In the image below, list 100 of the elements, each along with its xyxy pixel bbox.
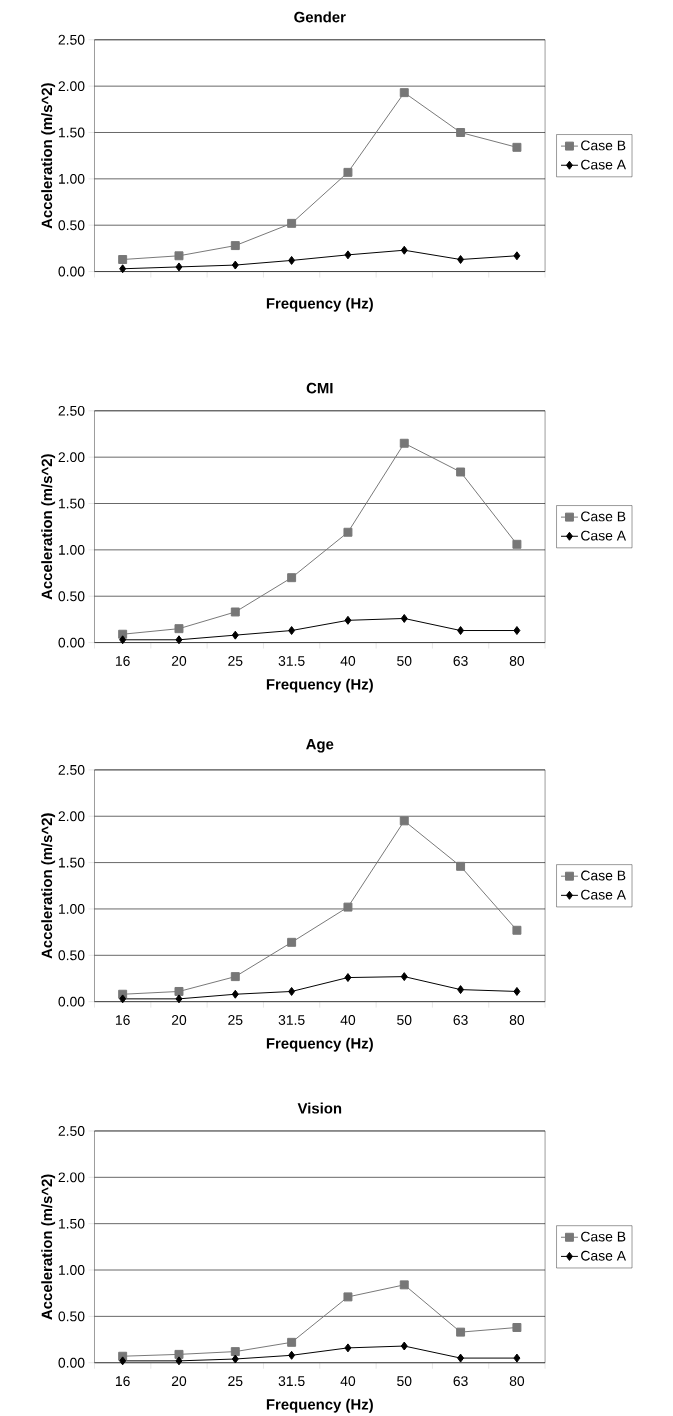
point xyxy=(456,626,464,635)
point xyxy=(117,255,127,264)
point xyxy=(455,861,465,871)
point xyxy=(174,986,184,996)
legend-label: Case A xyxy=(580,1250,626,1261)
x-tick-label: 20 xyxy=(171,1376,186,1387)
point xyxy=(343,902,353,912)
chart-title: Vision xyxy=(297,1102,341,1114)
legend-label: Case B xyxy=(580,1231,626,1242)
chart-title: CMI xyxy=(306,382,333,394)
point xyxy=(174,624,184,634)
point xyxy=(344,250,352,260)
point xyxy=(174,251,184,261)
point xyxy=(400,1341,408,1351)
point xyxy=(230,1347,240,1357)
point xyxy=(512,142,522,152)
point xyxy=(287,626,295,635)
x-tick-label: 50 xyxy=(396,1376,412,1387)
x-axis-title: Frequency (Hz) xyxy=(266,1398,373,1413)
point xyxy=(400,245,408,255)
y-tick-label: 2.00 xyxy=(58,81,85,92)
point xyxy=(400,613,408,623)
y-axis-title: Acceleration (m/s^2) xyxy=(41,1174,55,1320)
y-tick-label: 1.00 xyxy=(58,1265,85,1275)
x-tick-label: 40 xyxy=(340,1015,355,1025)
x-tick-label: 80 xyxy=(509,656,524,666)
x-axis-title: Frequency (Hz) xyxy=(266,678,373,693)
point xyxy=(118,635,126,645)
legend-label: Case A xyxy=(580,159,626,170)
point xyxy=(399,1280,409,1290)
legend-label: Case B xyxy=(580,511,626,522)
legend-label: Case A xyxy=(580,889,626,900)
point xyxy=(118,994,126,1004)
chart-title: Gender xyxy=(294,11,346,23)
x-tick-label: 20 xyxy=(171,656,186,666)
y-tick-label: 1.50 xyxy=(58,857,85,868)
chart-title: Age xyxy=(305,739,334,753)
y-tick-label: 0.50 xyxy=(58,591,85,602)
y-tick-label: 0.00 xyxy=(58,266,85,277)
x-axis-title: Frequency (Hz) xyxy=(266,297,373,312)
y-tick-label: 0.50 xyxy=(58,1311,85,1322)
point xyxy=(455,1327,465,1337)
x-tick-label: 16 xyxy=(115,656,130,666)
point xyxy=(230,972,240,982)
point xyxy=(513,986,521,996)
point xyxy=(231,989,239,999)
point xyxy=(400,972,408,982)
y-tick-label: 2.50 xyxy=(58,1126,85,1136)
point xyxy=(343,527,353,537)
x-tick-label: 40 xyxy=(340,656,355,666)
point xyxy=(513,251,521,261)
legend-label: Case A xyxy=(580,530,626,541)
point xyxy=(231,630,239,640)
y-tick-label: 0.00 xyxy=(58,637,85,648)
point xyxy=(512,925,522,935)
point xyxy=(175,1356,183,1366)
y-tick-label: 1.50 xyxy=(58,1218,85,1229)
y-tick-label: 2.50 xyxy=(58,34,85,45)
point xyxy=(286,1337,296,1347)
y-tick-label: 2.00 xyxy=(58,452,85,463)
point xyxy=(230,607,240,617)
x-tick-label: 80 xyxy=(509,1376,524,1387)
point xyxy=(175,994,183,1004)
point xyxy=(456,985,464,995)
x-tick-label: 16 xyxy=(115,1015,130,1025)
x-tick-label: 25 xyxy=(228,1376,243,1387)
x-tick-label: 40 xyxy=(340,1376,355,1387)
y-tick-label: 0.00 xyxy=(58,996,85,1007)
point xyxy=(344,1343,352,1353)
x-tick-label: 25 xyxy=(228,656,243,666)
x-tick-label: 31.5 xyxy=(278,656,305,666)
y-tick-label: 0.50 xyxy=(58,950,85,961)
y-tick-label: 1.00 xyxy=(58,904,85,914)
y-axis-title: Acceleration (m/s^2) xyxy=(41,454,55,600)
x-tick-label: 63 xyxy=(453,1015,468,1025)
point xyxy=(513,1353,521,1363)
point xyxy=(231,1354,239,1364)
point xyxy=(175,262,183,272)
point xyxy=(513,626,521,635)
point xyxy=(286,937,296,947)
point xyxy=(287,255,295,265)
point xyxy=(286,573,296,583)
y-tick-label: 1.50 xyxy=(58,498,85,509)
point xyxy=(456,1353,464,1363)
point xyxy=(512,539,522,549)
legend-label: Case B xyxy=(580,870,626,881)
x-tick-label: 25 xyxy=(228,1015,243,1025)
x-tick-label: 63 xyxy=(453,656,468,666)
point xyxy=(455,128,465,137)
y-tick-label: 2.50 xyxy=(58,764,85,775)
point xyxy=(399,816,409,826)
point xyxy=(456,255,464,264)
point xyxy=(512,1323,522,1332)
point xyxy=(175,635,183,645)
x-tick-label: 50 xyxy=(396,1015,412,1025)
point xyxy=(174,1349,184,1359)
y-tick-label: 0.00 xyxy=(58,1357,85,1368)
point xyxy=(344,615,352,625)
point xyxy=(286,218,296,228)
point xyxy=(287,1350,295,1360)
